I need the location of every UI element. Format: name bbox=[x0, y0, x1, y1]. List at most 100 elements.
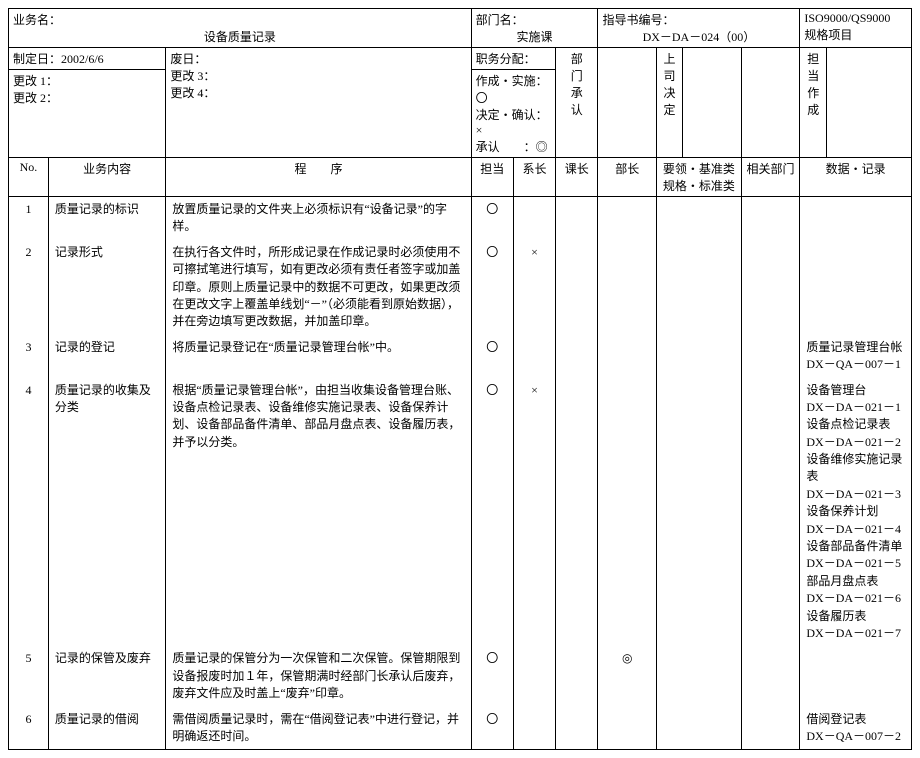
row-procedure: 将质量记录登记在“质量记录管理台帐”中。 bbox=[166, 335, 471, 378]
row-data: 设备管理台 DX－DA－021－1 设备点检记录表 DX－DA－021－2 设备… bbox=[800, 378, 912, 647]
row-kacho: × bbox=[513, 378, 555, 647]
row-no: 5 bbox=[9, 646, 49, 706]
table-row: 4质量记录的收集及分类根据“质量记录管理台帐”，由担当收集设备管理台账、设备点检… bbox=[9, 378, 912, 647]
row-bucho bbox=[598, 240, 657, 335]
discard-change-cell: 废日： 更改 3： 更改 4： bbox=[166, 48, 471, 158]
col-procedure: 程 序 bbox=[166, 158, 471, 197]
dept-approve-blank bbox=[598, 48, 657, 158]
col-kacho: 系长 bbox=[513, 158, 555, 197]
change1-label: 更改 1： bbox=[13, 74, 58, 88]
table-row: 2记录形式在执行各文件时，所形成记录在作成记录时必须使用不可擦拭笔进行填写，如有… bbox=[9, 240, 912, 335]
row-owner: 〇 bbox=[471, 335, 513, 378]
row-related bbox=[741, 197, 800, 240]
row-owner: 〇 bbox=[471, 378, 513, 647]
row-criteria bbox=[657, 646, 742, 706]
row-no: 1 bbox=[9, 197, 49, 240]
row-bucho bbox=[598, 335, 657, 378]
col-owner: 担当 bbox=[471, 158, 513, 197]
dept-label: 部门名： bbox=[476, 13, 524, 27]
table-row: 3记录的登记将质量记录登记在“质量记录管理台帐”中。〇 质量记录管理台帐 DX－Q… bbox=[9, 335, 912, 378]
row-title: 记录的保管及废弃 bbox=[48, 646, 165, 706]
row-procedure: 根据“质量记录管理台帐”，由担当收集设备管理台账、设备点检记录表、设备维修实施记… bbox=[166, 378, 471, 647]
row-criteria bbox=[657, 197, 742, 240]
col-related: 相关部门 bbox=[741, 158, 800, 197]
owner-make-cell: 担 当 作 成 bbox=[800, 48, 827, 158]
duty-line1: 作成・实施：〇 bbox=[476, 74, 548, 105]
row-data bbox=[800, 646, 912, 706]
row-kacho bbox=[513, 335, 555, 378]
duty-line2: 决定・确认：× bbox=[476, 108, 548, 137]
duty-lines-cell: 作成・实施：〇 决定・确认：× 承认 ：◎ bbox=[471, 70, 556, 158]
row-criteria bbox=[657, 707, 742, 750]
table-row: 5记录的保管及废弃质量记录的保管分为一次保管和二次保管。保管期限到设备报废时加１… bbox=[9, 646, 912, 706]
guide-no-value: DX－DA－024（00） bbox=[602, 28, 795, 45]
row-kacho bbox=[513, 707, 555, 750]
change4-label: 更改 4： bbox=[170, 86, 215, 100]
row-data: 借阅登记表 DX－QA－007－2 bbox=[800, 707, 912, 750]
row-kecho bbox=[556, 197, 598, 240]
row-criteria bbox=[657, 240, 742, 335]
row-kacho bbox=[513, 197, 555, 240]
row-title: 记录形式 bbox=[48, 240, 165, 335]
col-data: 数据・记录 bbox=[800, 158, 912, 197]
make-date-value: 2002/6/6 bbox=[61, 52, 104, 66]
row-kecho bbox=[556, 240, 598, 335]
row-kecho bbox=[556, 378, 598, 647]
guide-no-cell: 指导书编号： DX－DA－024（00） bbox=[598, 9, 800, 48]
col-bucho: 部长 bbox=[598, 158, 657, 197]
duty-line3: 承认 ：◎ bbox=[476, 140, 548, 154]
owner-make-blank bbox=[827, 48, 912, 158]
change2-label: 更改 2： bbox=[13, 91, 58, 105]
business-name-label: 业务名： bbox=[13, 13, 61, 27]
row-no: 3 bbox=[9, 335, 49, 378]
row-title: 质量记录的借阅 bbox=[48, 707, 165, 750]
duty-label-cell: 职务分配： bbox=[471, 48, 556, 70]
row-related bbox=[741, 240, 800, 335]
changes-cell: 更改 1： 更改 2： bbox=[9, 70, 166, 158]
row-bucho bbox=[598, 707, 657, 750]
guide-no-label: 指导书编号： bbox=[602, 13, 674, 27]
row-owner: 〇 bbox=[471, 707, 513, 750]
table-row: 6质量记录的借阅需借阅质量记录时，需在“借阅登记表”中进行登记，并明确返还时间。… bbox=[9, 707, 912, 750]
dept-name-cell: 部门名： 实施课 bbox=[471, 9, 598, 48]
row-bucho bbox=[598, 378, 657, 647]
row-bucho bbox=[598, 197, 657, 240]
col-content: 业务内容 bbox=[48, 158, 165, 197]
document-table: 业务名： 设备质量记录 部门名： 实施课 指导书编号： DX－DA－024（00… bbox=[8, 8, 912, 750]
row-procedure: 在执行各文件时，所形成记录在作成记录时必须使用不可擦拭笔进行填写，如有更改必须有… bbox=[166, 240, 471, 335]
row-criteria bbox=[657, 335, 742, 378]
row-related bbox=[741, 335, 800, 378]
row-related bbox=[741, 646, 800, 706]
row-no: 4 bbox=[9, 378, 49, 647]
col-kecho: 课长 bbox=[556, 158, 598, 197]
row-data: 质量记录管理台帐 DX－QA－007－1 bbox=[800, 335, 912, 378]
boss-decide-blank bbox=[682, 48, 741, 158]
row-kecho bbox=[556, 646, 598, 706]
row-no: 2 bbox=[9, 240, 49, 335]
row-data bbox=[800, 240, 912, 335]
make-date-label: 制定日： bbox=[13, 52, 61, 66]
row-title: 质量记录的收集及分类 bbox=[48, 378, 165, 647]
boss-decide-blank2 bbox=[741, 48, 800, 158]
dept-value: 实施课 bbox=[476, 28, 594, 45]
row-title: 记录的登记 bbox=[48, 335, 165, 378]
col-no: No. bbox=[9, 158, 49, 197]
row-bucho: ◎ bbox=[598, 646, 657, 706]
spec-cell: ISO9000/QS9000 规格项目 bbox=[800, 9, 912, 48]
row-title: 质量记录的标识 bbox=[48, 197, 165, 240]
row-related bbox=[741, 707, 800, 750]
table-row: 1质量记录的标识放置质量记录的文件夹上必须标识有“设备记录”的字样。〇 bbox=[9, 197, 912, 240]
row-criteria bbox=[657, 378, 742, 647]
change3-label: 更改 3： bbox=[170, 69, 215, 83]
business-name-cell: 业务名： 设备质量记录 bbox=[9, 9, 472, 48]
row-kacho bbox=[513, 646, 555, 706]
col-criteria: 要领・基准类 规格・标准类 bbox=[657, 158, 742, 197]
row-procedure: 需借阅质量记录时，需在“借阅登记表”中进行登记，并明确返还时间。 bbox=[166, 707, 471, 750]
row-procedure: 质量记录的保管分为一次保管和二次保管。保管期限到设备报废时加１年，保管期满时经部… bbox=[166, 646, 471, 706]
row-kecho bbox=[556, 707, 598, 750]
business-name-value: 设备质量记录 bbox=[13, 28, 467, 45]
row-kecho bbox=[556, 335, 598, 378]
row-owner: 〇 bbox=[471, 197, 513, 240]
row-no: 6 bbox=[9, 707, 49, 750]
row-procedure: 放置质量记录的文件夹上必须标识有“设备记录”的字样。 bbox=[166, 197, 471, 240]
